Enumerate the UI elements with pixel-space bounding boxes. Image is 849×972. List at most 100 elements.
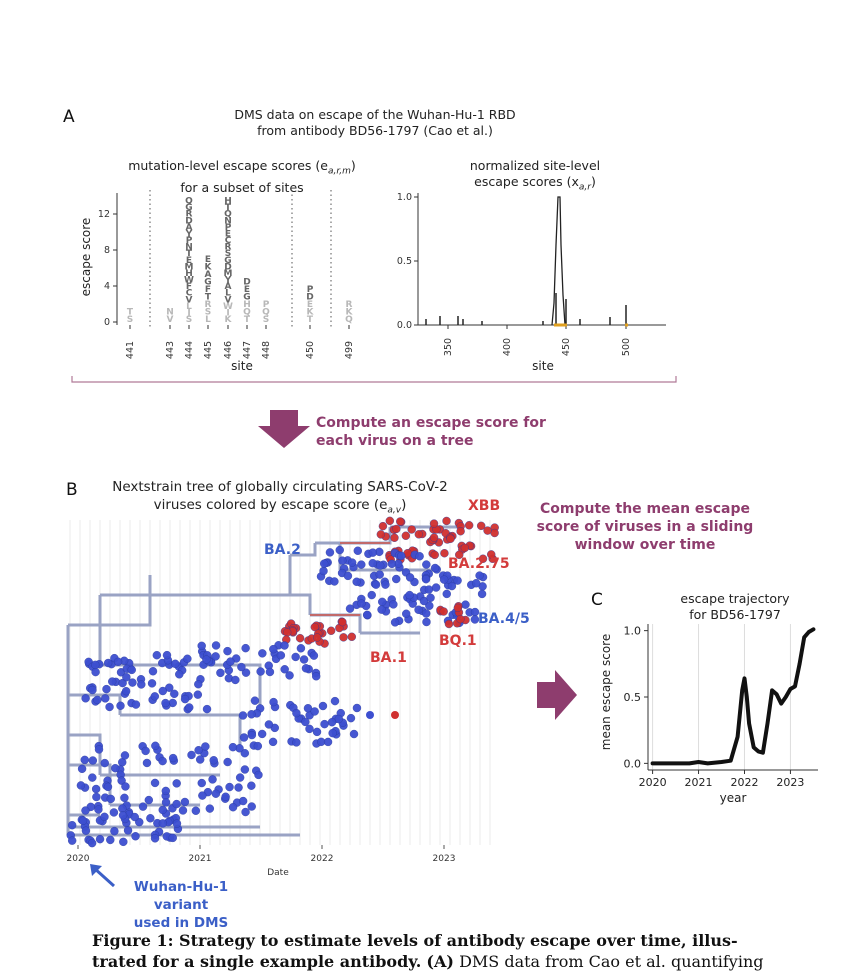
tree-tip-xbb	[455, 550, 464, 559]
tree-xtick-label: 2021	[189, 854, 212, 864]
arrow2-line3: window over time	[574, 537, 716, 553]
tree-tip-ba2	[397, 551, 406, 561]
tree-tip-ba45	[461, 600, 470, 609]
tree-tip-ba45	[357, 599, 366, 608]
tree-tip-early	[228, 742, 238, 752]
tree-tip-ba45	[389, 600, 398, 609]
tree-tip-early	[247, 802, 256, 811]
tree-tip-early	[202, 704, 212, 714]
tree-tip-delta	[285, 671, 294, 680]
tree-tip-early	[81, 806, 90, 815]
tree-tip-xbb	[446, 534, 455, 543]
logo-letter: I	[226, 308, 229, 318]
logo-letter: A	[186, 223, 193, 233]
tree-tip-mid	[334, 714, 344, 724]
down-arrow	[258, 410, 310, 448]
site-yticks: 0.0 0.5 1.0	[397, 192, 418, 331]
tree-tip-ba2	[415, 552, 424, 561]
tree-tip-root	[110, 826, 119, 836]
tree-tip-early	[205, 804, 215, 813]
caption-bold-a: (A)	[426, 952, 454, 971]
logo-letter: F	[186, 282, 192, 292]
tree-tip-ba2	[335, 545, 344, 555]
arrow1-label: Compute an escape score for each virus o…	[316, 414, 576, 450]
logo-letter: T	[127, 308, 134, 318]
tree-tip-early	[202, 655, 211, 664]
tree-tip-early	[180, 797, 190, 807]
tree-tip-early	[91, 667, 100, 677]
clade-label-bq1: BQ.1	[439, 633, 477, 649]
logo-site-label: 443	[165, 341, 176, 359]
right-title-sub: a,r	[578, 182, 591, 193]
logo-xlabel: site	[231, 359, 253, 373]
tree-branch	[68, 733, 102, 775]
traj-gridlines	[652, 624, 791, 770]
tree-tip-ba45	[367, 590, 376, 600]
tree-tip-delta	[311, 672, 321, 681]
logo-letter: G	[204, 278, 211, 288]
tree-xtick-label: 2020	[67, 854, 90, 864]
logo-letter: N	[224, 216, 232, 226]
site-xticks: 350 400 450 500	[443, 325, 632, 356]
tree-tip-ba2	[405, 573, 415, 582]
tree-tip-delta	[226, 657, 235, 666]
site-xtick-label: 350	[443, 338, 454, 356]
traj-ytick-label: 0.5	[624, 691, 642, 704]
wuhan-line1: Wuhan-Hu-1 variant	[133, 879, 229, 913]
logo-site-label: 444	[184, 341, 195, 359]
tree-tip-early	[253, 741, 263, 751]
tree-tip-ba45	[402, 609, 411, 618]
tree-tip-mid	[238, 711, 248, 720]
tree-tip-ba2	[392, 574, 401, 584]
tree-tip-root	[119, 837, 128, 847]
tree-tip-bq1	[444, 619, 454, 629]
tree-branch	[100, 575, 152, 627]
tree-tip-xbb	[440, 549, 449, 558]
logo-site-label: 445	[203, 341, 214, 359]
tree-tip-early	[194, 746, 203, 755]
panel-c-title-line2: for BD56-1797	[689, 607, 781, 622]
logo-letter: H	[224, 197, 232, 207]
tree-tip-ba2	[343, 571, 353, 581]
tree-tip-mid	[250, 696, 260, 705]
tree-tip-mid	[301, 717, 310, 727]
tree-xtick-label: 2023	[433, 854, 456, 864]
logo-letter: E	[186, 256, 192, 266]
tree-tip-xbb	[429, 519, 439, 528]
site-xtick-label: 400	[502, 338, 513, 356]
tree-tip-ba1	[338, 617, 347, 627]
site-plot: 0.0 0.5 1.0 350 400 450 500 site	[397, 192, 666, 373]
clade-label-ba2: BA.2	[264, 542, 301, 558]
tree-tip-early	[120, 793, 129, 803]
tree-tip-delta	[256, 667, 265, 676]
tree-tip-early	[235, 773, 245, 782]
logo-letter: M	[224, 269, 233, 279]
tree-tip-mid	[330, 696, 340, 706]
tree-tip-early	[161, 786, 170, 796]
logo-xticks: 441 443 444 445 446 447 448 450 499	[125, 325, 355, 359]
site-ytick-label: 1.0	[397, 192, 412, 203]
tree-tip-ba45	[414, 605, 423, 614]
tree-tip-early	[254, 770, 263, 780]
tree-tip-delta	[301, 664, 311, 673]
tree-tip-root	[87, 838, 97, 848]
logo-letter: G	[243, 293, 250, 303]
tree-tip-early	[100, 758, 109, 768]
logo-letter: G	[224, 256, 231, 266]
tree-tip-early	[80, 755, 89, 765]
left-title-line2: for a subset of sites	[180, 179, 304, 195]
logo-letter: T	[307, 315, 314, 325]
tree-tip-early	[141, 746, 150, 756]
tree-tip-delta	[237, 662, 246, 672]
logo-separators	[149, 190, 332, 327]
tree-tip-early	[88, 685, 97, 695]
wuhan-line2: used in DMS	[133, 915, 229, 931]
tree-tip-early	[127, 665, 136, 675]
tree-tip-early	[223, 757, 232, 767]
tree-tip-xbb	[464, 521, 474, 530]
tree-tip-delta	[211, 652, 220, 661]
phylo-tree: 2020 2021 2022 2023 Date	[66, 516, 499, 878]
site-peak	[551, 196, 566, 326]
traj-yticks: 0.0 0.5 1.0	[624, 625, 648, 770]
tree-tip-mid	[346, 713, 356, 723]
